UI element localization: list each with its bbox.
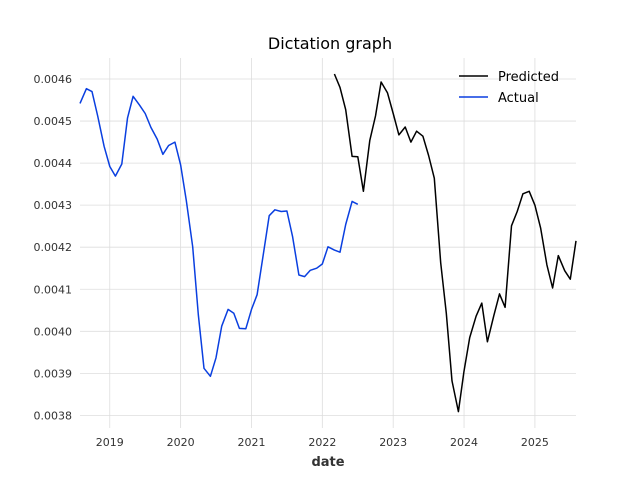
legend-label-actual: Actual: [498, 91, 539, 106]
y-tick-label: 0.0044: [34, 157, 73, 170]
y-tick-label: 0.0042: [34, 241, 73, 254]
legend: Predicted Actual: [459, 70, 559, 106]
y-tick-label: 0.0043: [34, 199, 73, 212]
series-line-predicted: [333, 73, 577, 413]
x-tick-label: 2025: [521, 436, 549, 449]
x-tick-label: 2024: [450, 436, 478, 449]
legend-label-predicted: Predicted: [498, 70, 559, 85]
grid-layer: [80, 58, 576, 428]
chart-title: Dictation graph: [268, 34, 392, 53]
y-tick-label: 0.0041: [34, 283, 73, 296]
x-axis-label: date: [311, 455, 344, 470]
y-tick-label: 0.0045: [34, 115, 73, 128]
x-tick-label: 2020: [167, 436, 195, 449]
x-tick-label: 2022: [308, 436, 336, 449]
y-tick-label: 0.0046: [34, 73, 73, 86]
y-tick-label: 0.0039: [34, 367, 73, 380]
x-tick-label: 2023: [379, 436, 407, 449]
y-tick-label: 0.0038: [34, 409, 73, 422]
series-line-actual: [79, 87, 359, 378]
tick-labels: 0.0038 0.0039 0.0040 0.0041 0.0042 0.0043 0.00…: [34, 73, 549, 449]
series-layer: [79, 73, 577, 413]
x-tick-label: 2019: [96, 436, 124, 449]
y-tick-label: 0.0040: [34, 325, 73, 338]
x-tick-label: 2021: [237, 436, 265, 449]
